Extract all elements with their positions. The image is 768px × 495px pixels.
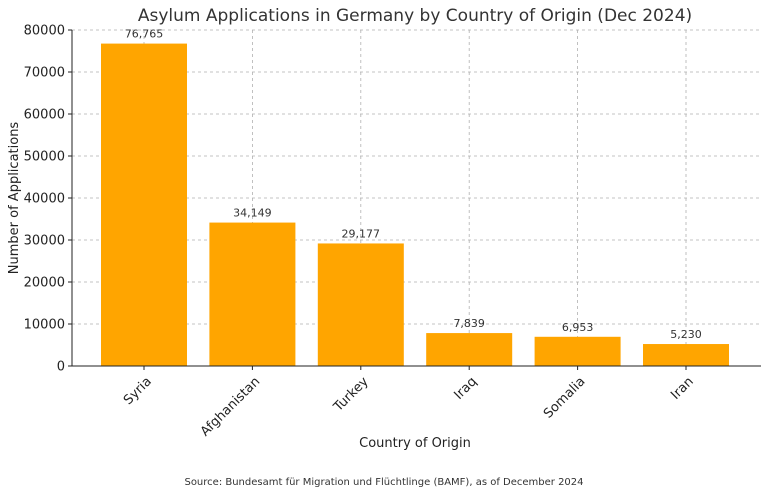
x-tick-label: Somalia [541, 374, 588, 421]
y-tick-label: 70000 [24, 66, 65, 81]
y-tick-label: 0 [57, 360, 65, 375]
y-ticks: 0 10000 20000 30000 40000 50000 60000 70000 8000… [24, 24, 72, 375]
x-axis-label: Country of Origin [359, 436, 471, 451]
data-label: 34,149 [233, 207, 272, 220]
value-labels: 76,765 34,149 29,177 7,839 6,953 5,230 [125, 28, 702, 341]
x-ticks: Syria Afghanistan Turkey Iraq Somalia Iran [121, 366, 697, 440]
bars [101, 43, 729, 366]
y-tick-label: 50000 [24, 150, 65, 165]
data-label: 5,230 [670, 328, 702, 341]
y-tick-label: 10000 [24, 318, 65, 333]
data-label: 7,839 [453, 317, 485, 330]
data-label: 29,177 [342, 227, 381, 240]
y-tick-label: 60000 [24, 108, 65, 123]
bar-somalia [534, 336, 621, 366]
x-tick-label: Turkey [330, 374, 371, 415]
x-tick-label: Iran [668, 374, 697, 403]
bar-iraq [426, 333, 513, 366]
y-tick-label: 30000 [24, 234, 65, 249]
bar-afghanistan [209, 222, 296, 366]
chart-title: Asylum Applications in Germany by Countr… [138, 6, 692, 26]
y-tick-label: 40000 [24, 192, 65, 207]
source-note: Source: Bundesamt für Migration und Flüc… [184, 477, 583, 488]
bar-turkey [317, 243, 404, 366]
data-label: 76,765 [125, 28, 164, 41]
y-tick-label: 20000 [24, 276, 65, 291]
y-tick-label: 80000 [24, 24, 65, 39]
x-tick-label: Afghanistan [198, 374, 263, 439]
data-label: 6,953 [562, 321, 594, 334]
y-axis-label: Number of Applications [7, 122, 22, 275]
x-tick-label: Syria [121, 374, 155, 408]
bar-iran [643, 344, 729, 366]
x-tick-label: Iraq [451, 374, 480, 403]
bar-syria [101, 43, 187, 366]
